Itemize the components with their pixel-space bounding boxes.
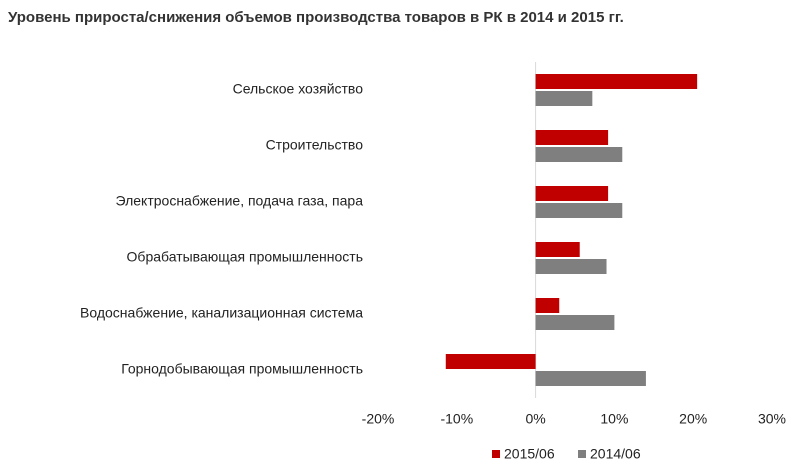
bar — [535, 242, 580, 257]
y-tick-label: Горнодобывающая промышленность — [121, 361, 363, 377]
bar — [535, 203, 623, 218]
bar — [535, 315, 615, 330]
x-tick-label: 0% — [525, 411, 545, 427]
x-tick-label: 10% — [600, 411, 628, 427]
bar — [535, 298, 560, 313]
legend-label: 2015/06 — [504, 446, 555, 462]
x-tick-label: -10% — [440, 411, 473, 427]
bar — [535, 259, 607, 274]
bar — [445, 354, 536, 369]
bar — [535, 130, 609, 145]
chart-title: Уровень прироста/снижения объемов произв… — [8, 9, 624, 26]
x-tick-label: 30% — [758, 411, 786, 427]
y-tick-label: Строительство — [266, 137, 364, 153]
y-tick-label: Сельское хозяйство — [233, 81, 364, 97]
legend-swatch — [578, 450, 586, 458]
legend-label: 2014/06 — [590, 446, 641, 462]
x-tick-label: 20% — [679, 411, 707, 427]
legend-swatch — [492, 450, 500, 458]
bar — [535, 186, 609, 201]
bar — [535, 147, 623, 162]
y-tick-label: Обрабатывающая промышленность — [127, 249, 363, 265]
x-tick-label: -20% — [362, 411, 395, 427]
bar — [535, 371, 646, 386]
y-tick-label: Водоснабжение, канализационная система — [80, 305, 363, 321]
bar — [535, 74, 698, 89]
bar — [535, 91, 593, 106]
y-tick-label: Электроснабжение, подача газа, пара — [116, 193, 364, 209]
